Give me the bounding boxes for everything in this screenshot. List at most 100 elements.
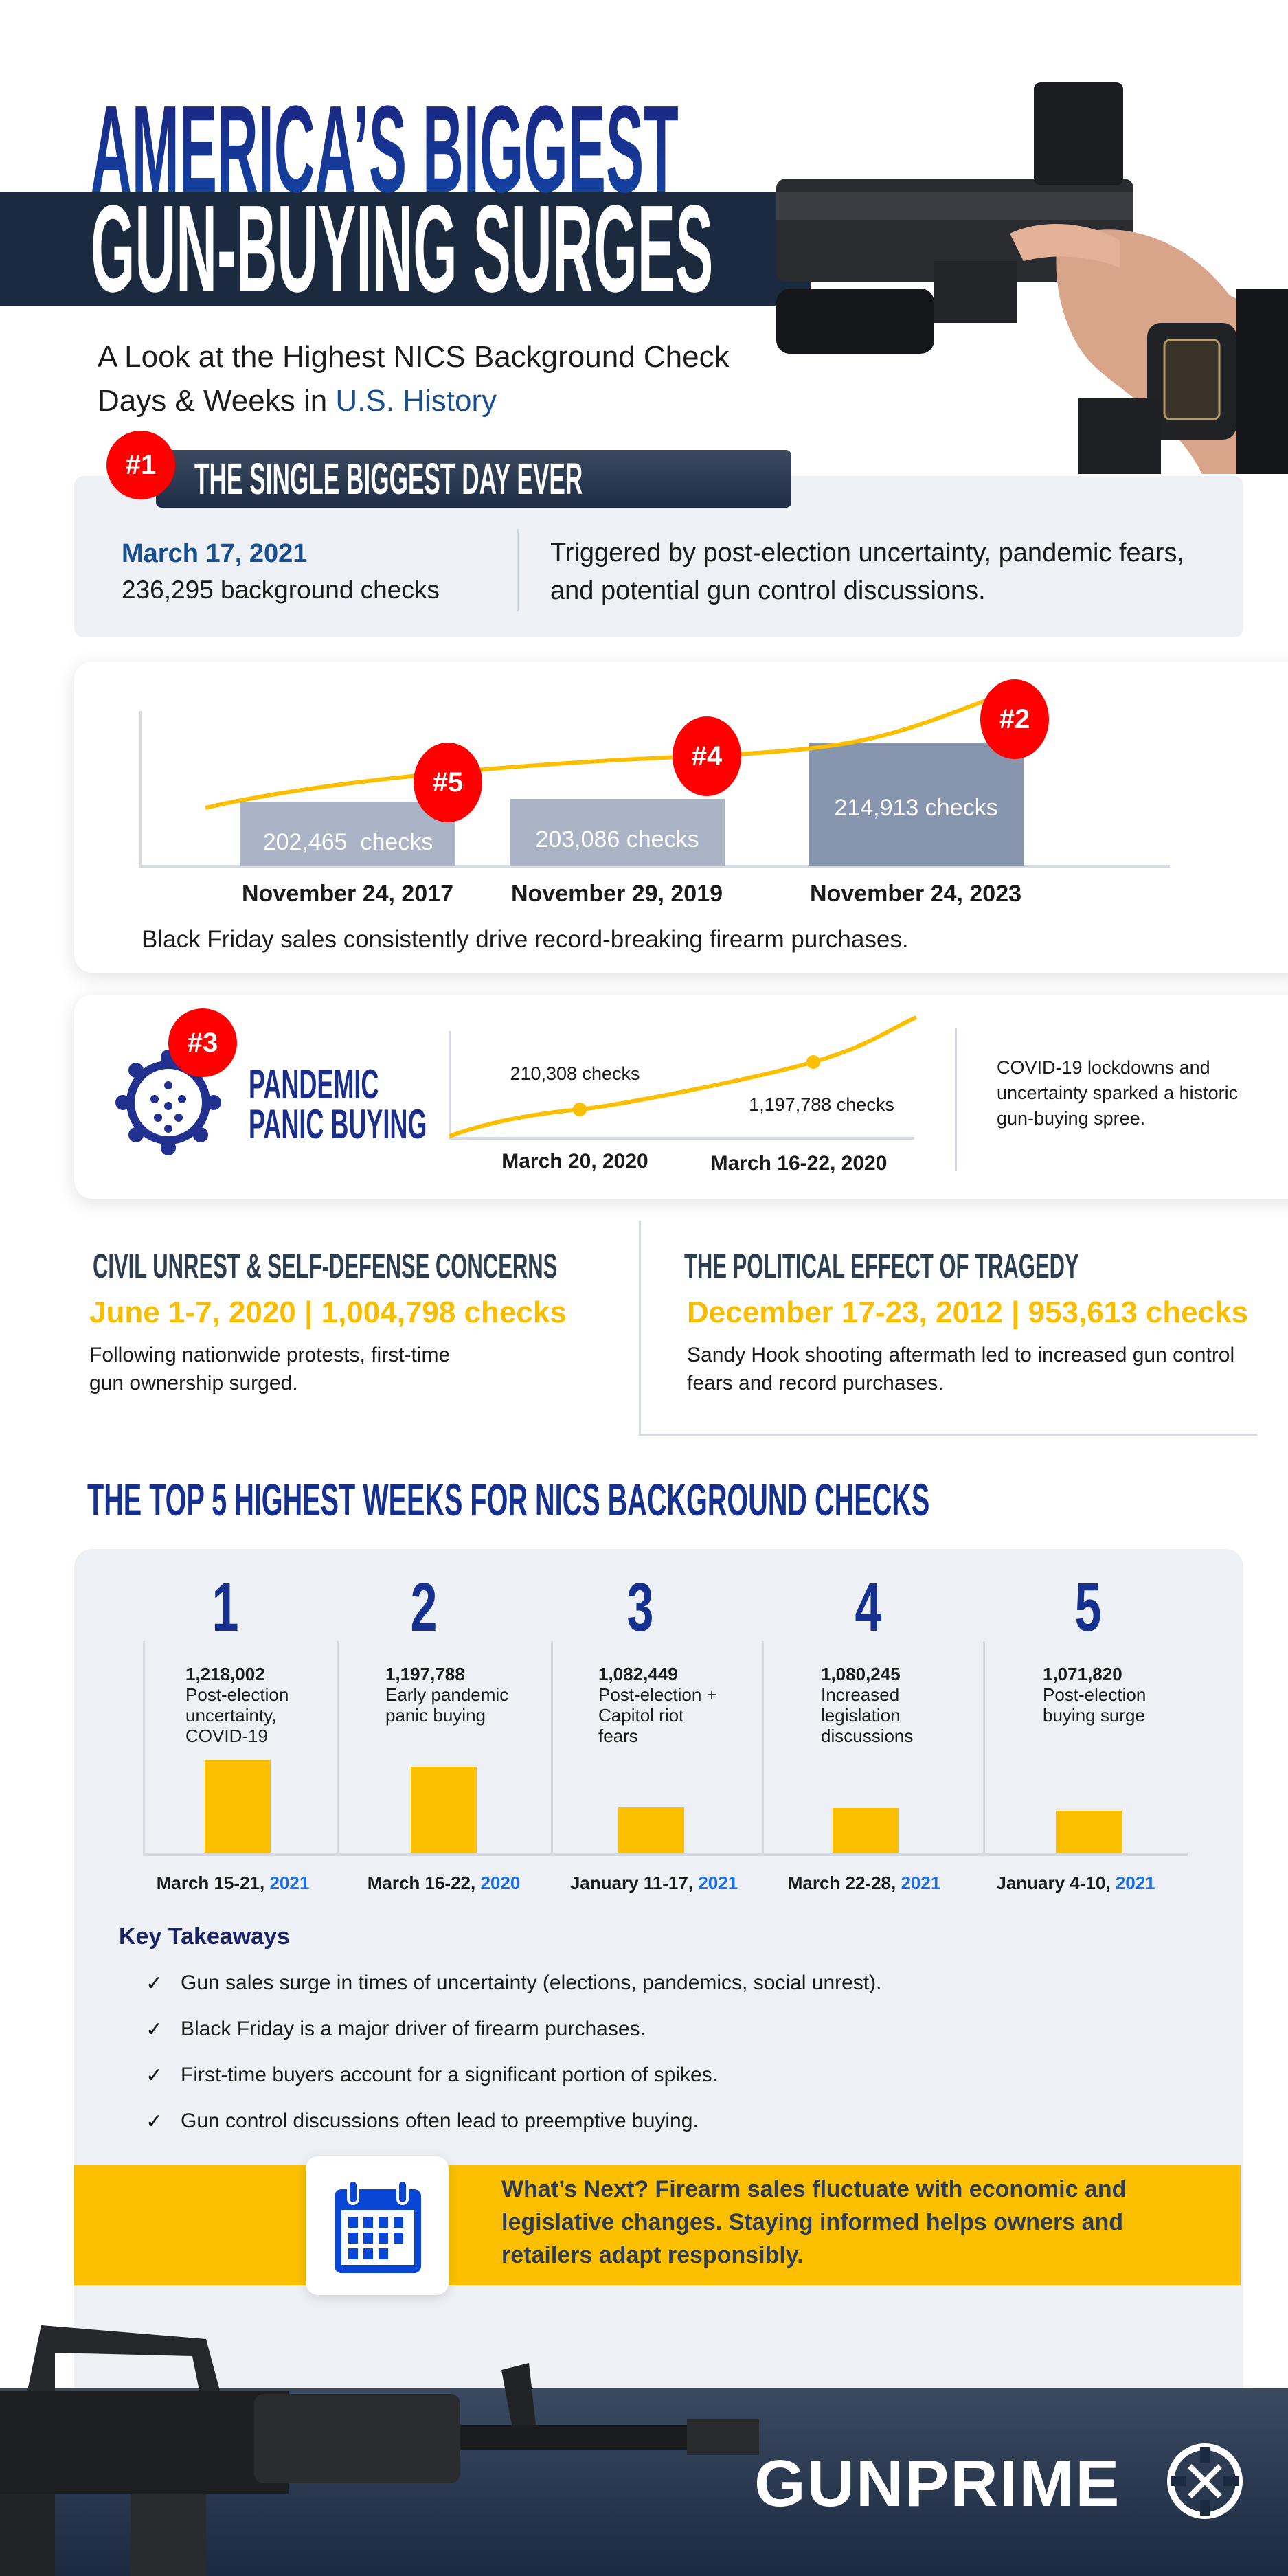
takeaway-item: First-time buyers account for a signific… (181, 2064, 718, 2086)
week-date: January 4-10, 2021 (996, 1873, 1155, 1894)
rank-badge-1: #1 (106, 431, 175, 499)
week-bar (1056, 1811, 1122, 1854)
rank-badge-3: #3 (168, 1008, 237, 1077)
week-reason: Post-election buying surge (1043, 1684, 1146, 1726)
bar-label: 202,465 checks (262, 829, 433, 855)
title-line-1: AMERICA’S BIGGEST (91, 80, 679, 218)
biggest-day-tab (156, 450, 791, 508)
tragedy-body: Sandy Hook shooting aftermath led to inc… (687, 1344, 1235, 1394)
subtitle: A Look at the Highest NICS Background Ch… (98, 335, 730, 423)
week-date: March 16-22, 2020 (368, 1873, 521, 1894)
week-bar (618, 1807, 684, 1854)
week-date-range: March 16-22, (367, 1873, 481, 1893)
week-checks: 1,080,245 (821, 1664, 901, 1684)
week-checks: 1,197,788 (385, 1664, 465, 1684)
week-date-range: January 4-10, (996, 1873, 1116, 1893)
takeaways-heading: Key Takeaways (119, 1923, 290, 1950)
biggest-day-heading: THE SINGLE BIGGEST DAY EVER (194, 454, 583, 504)
title-band (0, 192, 811, 306)
week-rank: 3 (626, 1569, 654, 1646)
week-year: 2021 (901, 1873, 941, 1893)
week-date: March 22-28, 2021 (788, 1873, 941, 1894)
subtitle-line-2: Days & Weeks in U.S. History (98, 379, 730, 423)
tragedy-heading: THE POLITICAL EFFECT OF TRAGEDY (684, 1247, 1079, 1285)
week-bar (833, 1807, 899, 1854)
pandemic-date-2: March 16-22, 2020 (710, 1152, 888, 1175)
title-line-2: GUN-BUYING SURGES (91, 180, 714, 318)
week-rank: 1 (212, 1569, 239, 1646)
pandemic-trend-line (448, 1015, 918, 1138)
pandemic-card (74, 995, 1288, 1199)
divider (955, 1028, 957, 1171)
top5-baseline (143, 1853, 1188, 1856)
pandemic-axis-y (449, 1031, 451, 1138)
biggest-day-checks: 236,295 background checks (122, 576, 440, 604)
pandemic-point-2-label: 1,197,788 checks (749, 1094, 894, 1115)
week-year: 2021 (698, 1873, 738, 1893)
pandemic-date-1: March 20, 2020 (501, 1150, 648, 1173)
chart-axis-x (139, 865, 1170, 868)
column-divider (551, 1641, 553, 1854)
week-year: 2021 (1115, 1873, 1155, 1893)
tragedy-stat: December 17-23, 2012 | 953,613 checks (687, 1296, 1249, 1329)
pandemic-trend (448, 1015, 918, 1138)
week-year: 2021 (269, 1873, 310, 1893)
pandemic-point-1-label: 210,308 checks (510, 1063, 640, 1084)
week-reason: Post-election uncertainty, COVID-19 (185, 1684, 289, 1746)
rifle-image (0, 2325, 759, 2576)
column-divider (639, 1221, 641, 1434)
week-date-range: March 15-21, (156, 1873, 270, 1893)
week-rank: 5 (1074, 1569, 1102, 1646)
whats-next-text: What’s Next? Firearm sales fluctuate wit… (501, 2176, 1127, 2268)
week-rank: 4 (855, 1569, 882, 1646)
bar (240, 802, 455, 866)
rank-badge: #5 (414, 743, 482, 822)
week-bar (205, 1760, 271, 1854)
week-reason: Early pandemic panic buying (385, 1684, 509, 1726)
chart-axis-y (139, 711, 142, 867)
week-date-range: March 22-28, (787, 1873, 901, 1893)
week-rank: 2 (410, 1569, 438, 1646)
check-icon: ✓ (146, 1972, 163, 1995)
bar-date-label: November 24, 2023 (809, 881, 1022, 907)
week-checks: 1,218,002 (185, 1664, 265, 1684)
pandemic-axis-x (449, 1137, 914, 1140)
column-divider (762, 1641, 764, 1854)
takeaway-item: Black Friday is a major driver of firear… (181, 2018, 646, 2040)
pandemic-title-line-2: PANIC BUYING (249, 1101, 427, 1147)
check-icon: ✓ (146, 2018, 163, 2041)
pandemic-title: PANDEMIC PANIC BUYING (249, 1061, 427, 1147)
week-year: 2020 (480, 1873, 521, 1893)
rank-badge: #2 (980, 679, 1049, 759)
week-bar (411, 1767, 477, 1854)
calendar-card (306, 2156, 449, 2295)
section-divider (639, 1434, 1257, 1436)
week-checks: 1,082,449 (598, 1664, 678, 1684)
rank-badge: #4 (673, 716, 741, 796)
calendar-icon (335, 2179, 421, 2273)
subtitle-highlight: U.S. History (335, 384, 497, 418)
check-icon: ✓ (146, 2110, 163, 2133)
bar-date-label: November 24, 2017 (241, 881, 454, 907)
week-date: January 11-17, 2021 (570, 1873, 738, 1894)
week-reason: Post-election + Capitol riot fears (598, 1684, 717, 1746)
subtitle-line-1: A Look at the Highest NICS Background Ch… (98, 340, 730, 374)
bar-label: 203,086 checks (535, 826, 699, 852)
week-reason: Increased legislation discussions (821, 1684, 914, 1746)
column-divider (143, 1641, 145, 1854)
footer-brand: GUNPRIME (754, 2447, 1121, 2520)
week-date-range: January 11-17, (569, 1873, 699, 1893)
pandemic-point-1 (573, 1103, 587, 1116)
whats-next-banner (74, 2165, 1241, 2285)
pistol-hand-image (776, 82, 1288, 474)
pandemic-description: COVID-19 lockdowns and uncertainty spark… (997, 1057, 1239, 1129)
check-icon: ✓ (146, 2064, 163, 2087)
bar-label: 214,913 checks (834, 795, 998, 821)
pandemic-point-2 (806, 1055, 820, 1069)
takeaway-item: Gun control discussions often lead to pr… (181, 2110, 699, 2132)
biggest-day-date: March 17, 2021 (122, 539, 308, 568)
week-checks: 1,071,820 (1043, 1664, 1122, 1684)
civil-unrest-body: Following nationwide protests, first-tim… (89, 1344, 451, 1394)
top5-heading: THE TOP 5 HIGHEST WEEKS FOR NICS BACKGRO… (87, 1474, 930, 1525)
pandemic-title-line-1: PANDEMIC (249, 1061, 379, 1107)
